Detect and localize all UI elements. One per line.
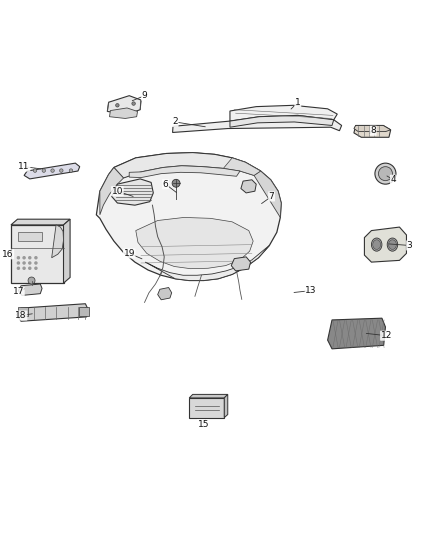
Polygon shape [112, 179, 153, 205]
Circle shape [28, 261, 32, 265]
Circle shape [22, 256, 26, 260]
Circle shape [69, 169, 73, 172]
Polygon shape [129, 166, 240, 177]
Circle shape [378, 167, 392, 181]
Text: 7: 7 [268, 192, 275, 201]
Circle shape [51, 169, 54, 172]
Ellipse shape [373, 240, 381, 249]
Polygon shape [328, 318, 385, 349]
Polygon shape [354, 125, 391, 138]
Polygon shape [136, 217, 253, 269]
Circle shape [22, 261, 26, 265]
Polygon shape [100, 167, 124, 215]
Polygon shape [189, 394, 228, 398]
Circle shape [116, 103, 119, 107]
Circle shape [132, 102, 135, 106]
Ellipse shape [389, 240, 396, 249]
Polygon shape [231, 257, 251, 271]
Polygon shape [110, 108, 138, 118]
Polygon shape [18, 284, 42, 295]
Circle shape [34, 261, 38, 265]
Polygon shape [52, 225, 64, 258]
Polygon shape [18, 307, 28, 316]
Polygon shape [11, 219, 70, 225]
Text: 13: 13 [305, 286, 317, 295]
Text: 17: 17 [13, 287, 24, 296]
Circle shape [172, 179, 180, 187]
Circle shape [17, 256, 20, 260]
Polygon shape [230, 115, 334, 127]
Circle shape [34, 256, 38, 260]
Polygon shape [64, 219, 70, 283]
Circle shape [42, 169, 46, 172]
Polygon shape [17, 304, 88, 321]
Text: 15: 15 [198, 419, 209, 429]
Circle shape [28, 256, 32, 260]
Polygon shape [230, 106, 337, 121]
Text: 4: 4 [391, 175, 396, 184]
Text: 12: 12 [381, 331, 392, 340]
Text: 1: 1 [295, 98, 301, 107]
Ellipse shape [371, 238, 382, 251]
Circle shape [60, 169, 63, 172]
Text: 18: 18 [15, 311, 27, 320]
Circle shape [17, 261, 20, 265]
Polygon shape [254, 171, 281, 217]
Text: 8: 8 [370, 126, 376, 135]
Polygon shape [158, 287, 172, 300]
Polygon shape [189, 398, 224, 418]
Text: 11: 11 [18, 162, 30, 171]
Circle shape [33, 169, 37, 172]
Text: 16: 16 [2, 250, 14, 259]
Circle shape [17, 266, 20, 270]
Polygon shape [79, 307, 89, 316]
Circle shape [375, 163, 396, 184]
Circle shape [28, 277, 35, 284]
Polygon shape [364, 227, 406, 262]
Polygon shape [223, 158, 261, 175]
Text: 10: 10 [112, 187, 123, 196]
Polygon shape [173, 120, 342, 133]
Polygon shape [24, 163, 80, 179]
Text: 3: 3 [406, 241, 413, 250]
Polygon shape [224, 394, 228, 418]
Polygon shape [114, 152, 261, 178]
Polygon shape [354, 125, 391, 132]
Polygon shape [18, 232, 42, 241]
Circle shape [28, 266, 32, 270]
Circle shape [22, 266, 26, 270]
Polygon shape [145, 246, 269, 280]
Polygon shape [11, 225, 64, 283]
Text: 2: 2 [173, 117, 178, 126]
Circle shape [34, 266, 38, 270]
Text: 19: 19 [124, 249, 135, 258]
Ellipse shape [387, 238, 398, 251]
Polygon shape [96, 152, 281, 280]
Text: 9: 9 [141, 91, 148, 100]
Polygon shape [241, 180, 256, 193]
Text: 6: 6 [162, 180, 169, 189]
Polygon shape [107, 96, 141, 114]
